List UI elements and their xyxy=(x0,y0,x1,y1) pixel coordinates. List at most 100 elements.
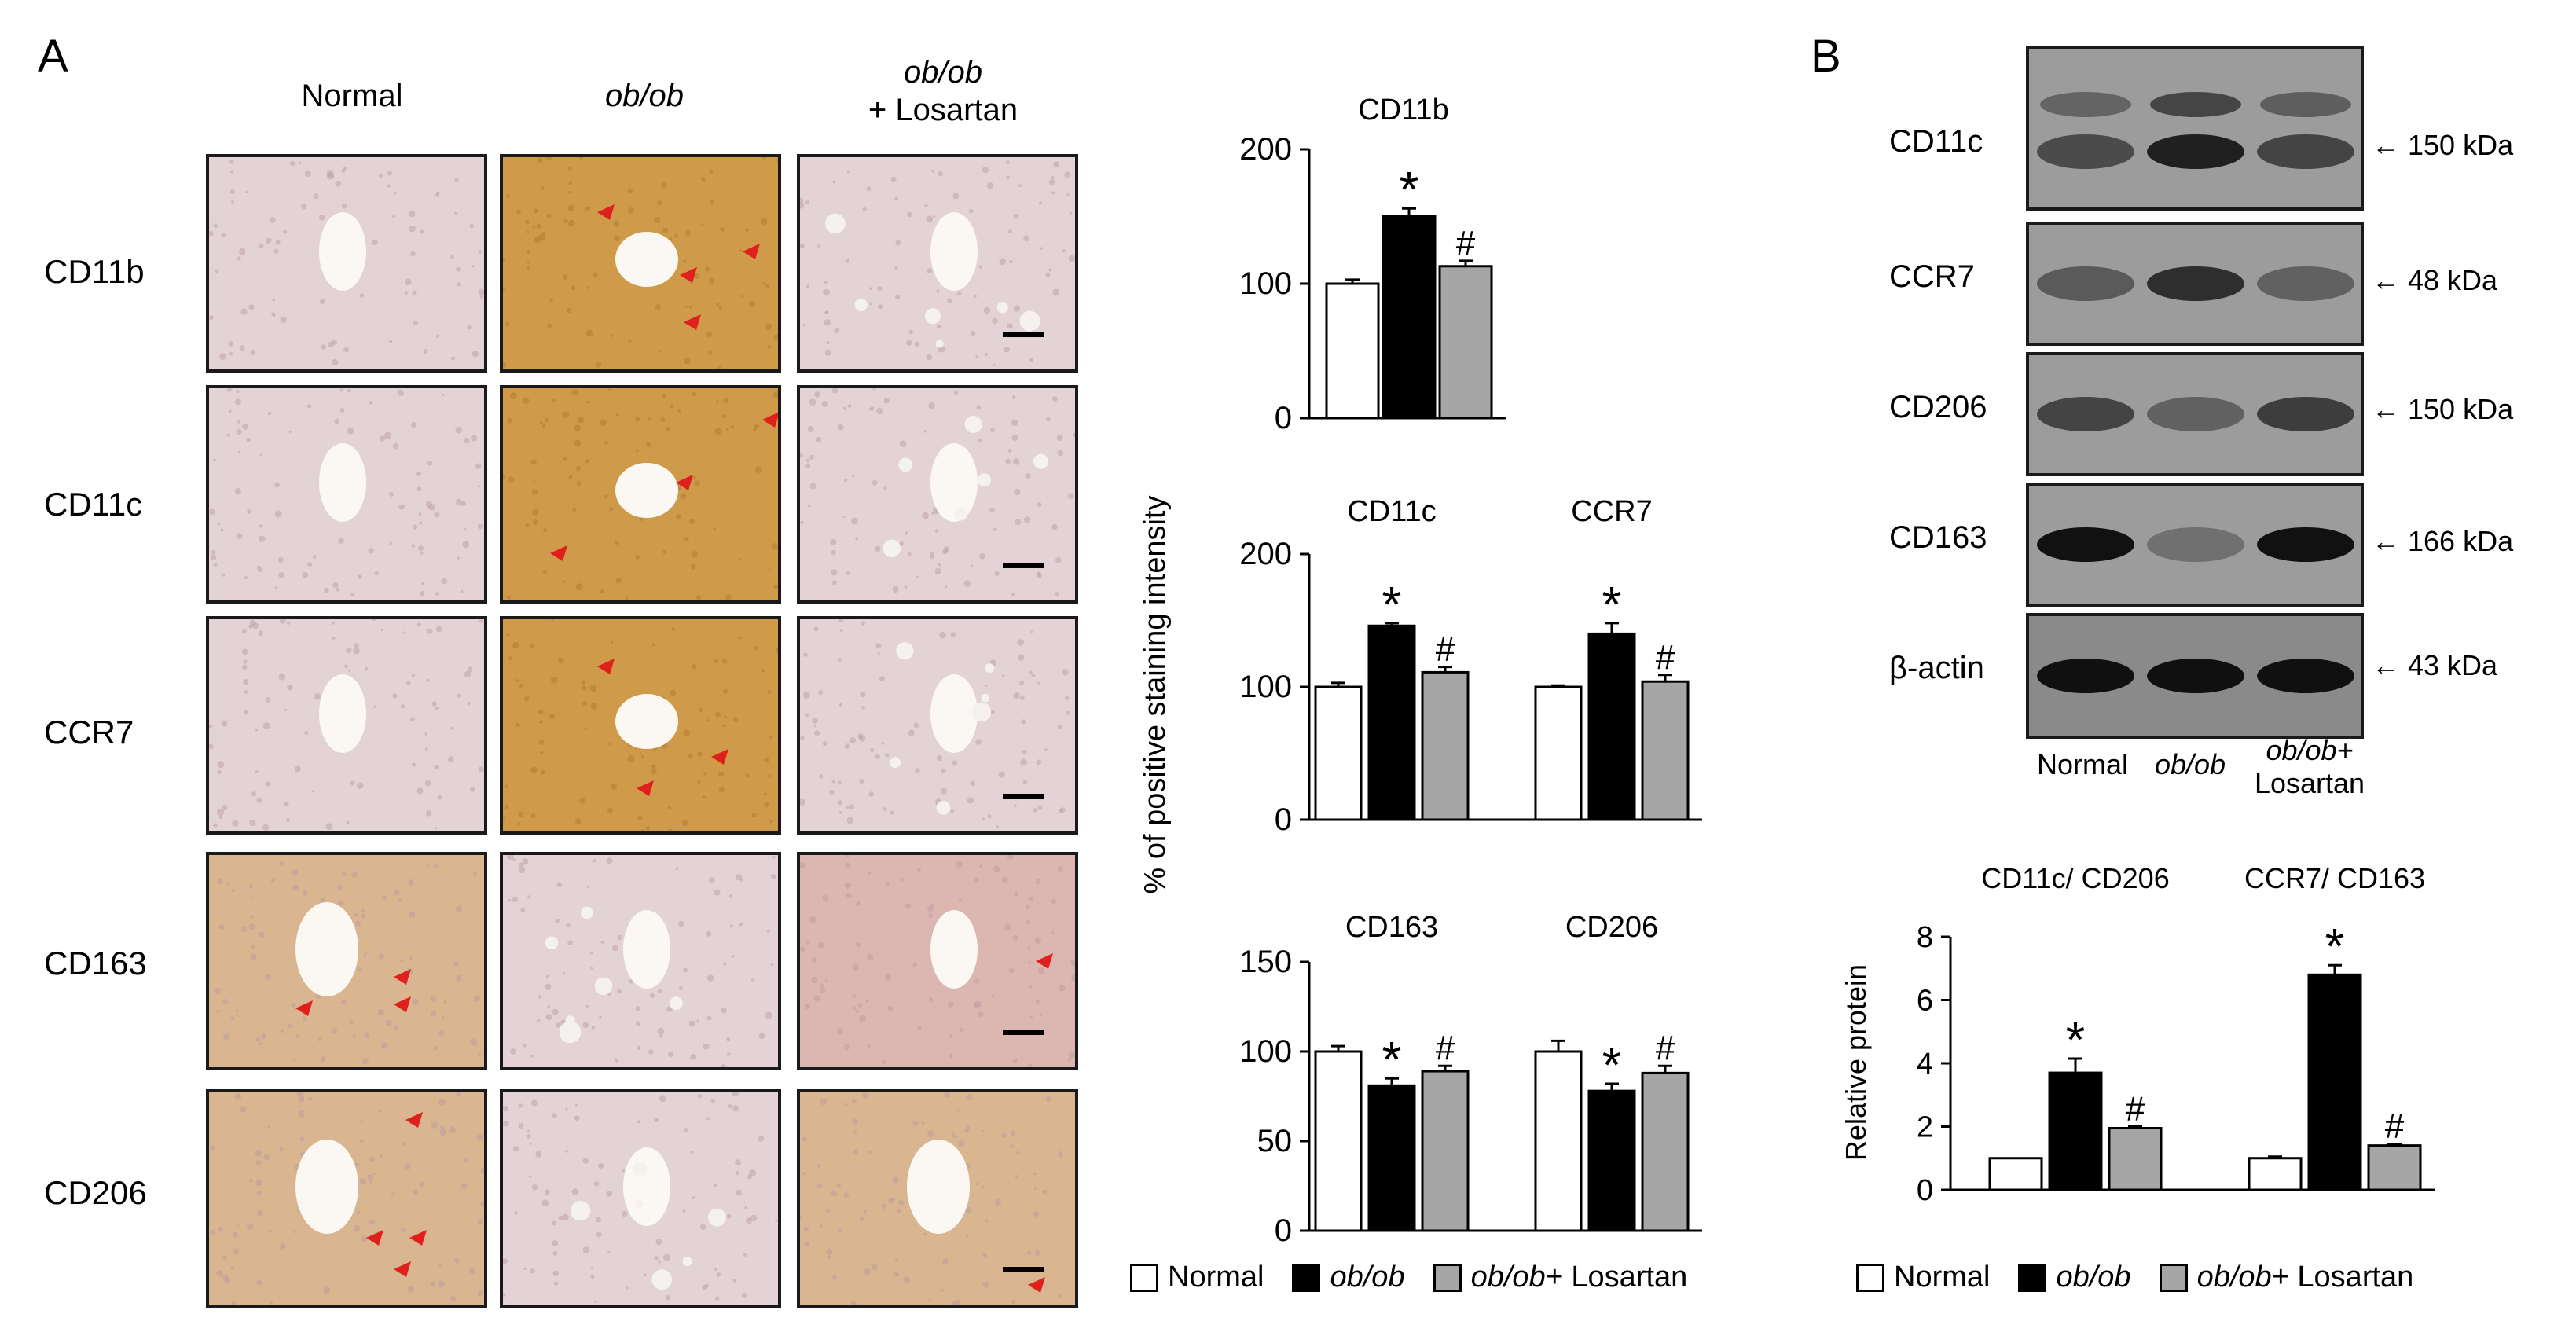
category-label: CCR7 xyxy=(1571,495,1652,528)
blot-band xyxy=(2147,266,2244,301)
bar-losartan xyxy=(2367,1144,2422,1191)
bar-losartan xyxy=(1438,265,1493,420)
vessel-lumen xyxy=(295,1140,358,1234)
left-arrow-icon: ← xyxy=(2372,129,2400,161)
significance-hash: # xyxy=(1456,224,1476,262)
vessel-lumen xyxy=(615,232,678,287)
kda-label: 166 kDa xyxy=(2408,525,2514,557)
red-arrow-icon xyxy=(295,1000,313,1016)
significance-hash: # xyxy=(1656,638,1675,677)
legend-label-suffix: Losartan xyxy=(2288,1261,2414,1294)
significance-star: * xyxy=(2066,1011,2086,1068)
kda-marker: ← 43 kDa xyxy=(2372,649,2497,682)
scale-bar xyxy=(1003,1030,1044,1035)
significance-hash: # xyxy=(1436,1029,1455,1067)
blot-band xyxy=(2257,397,2354,431)
bar-losartan xyxy=(2108,1127,2163,1191)
blot-band xyxy=(2147,659,2244,693)
kda-label: 43 kDa xyxy=(2408,649,2498,681)
red-arrow-icon xyxy=(676,475,693,490)
bar-normal xyxy=(1314,685,1363,821)
blot-band xyxy=(2150,92,2241,117)
blot-band xyxy=(2147,134,2244,169)
y-tick-label: 50 xyxy=(1257,1124,1293,1158)
left-arrow-icon: ← xyxy=(2372,649,2400,681)
blot-band xyxy=(2257,266,2354,301)
red-arrow-icon xyxy=(597,204,615,220)
y-tick-label: 100 xyxy=(1239,1034,1292,1069)
legend-label: Normal xyxy=(1168,1261,1264,1294)
red-arrow-icon xyxy=(743,244,760,259)
legend-label: ob/ob xyxy=(1330,1261,1405,1294)
vessel-lumen xyxy=(930,674,978,753)
kda-marker: ← 48 kDa xyxy=(2372,264,2497,297)
significance-star: * xyxy=(1602,1037,1622,1093)
bar-losartan xyxy=(1421,1070,1470,1232)
blot-band xyxy=(2257,527,2354,562)
panel-a-letter: A xyxy=(38,31,68,82)
blot-strip xyxy=(2026,613,2364,739)
lane-label-line2: Losartan xyxy=(2254,767,2365,799)
row-label-cd206: CD206 xyxy=(44,1174,147,1211)
legend-item-obob: ob/ob xyxy=(2018,1261,2131,1294)
legend-item-normal: Normal xyxy=(1856,1261,1990,1294)
red-arrow-icon xyxy=(405,1112,423,1128)
bar-obob xyxy=(1367,1084,1416,1232)
y-tick-label: 0 xyxy=(1275,1213,1292,1248)
y-tick-label: 4 xyxy=(1917,1048,1933,1081)
micrograph-cd206-normal xyxy=(206,1089,487,1308)
red-arrow-icon xyxy=(684,314,701,330)
red-arrow-icon xyxy=(597,659,615,674)
micrograph-cd11c-obob xyxy=(500,385,781,604)
micrograph-ccr7-obob xyxy=(500,616,781,835)
significance-star: * xyxy=(1602,576,1622,633)
red-arrow-icon xyxy=(366,1230,383,1246)
micrograph-cd11c-normal xyxy=(206,385,487,604)
significance-star: * xyxy=(2325,918,2345,974)
micrograph-cd11b-losartan xyxy=(797,154,1078,373)
y-tick-label: 2 xyxy=(1917,1111,1933,1144)
kda-label: 150 kDa xyxy=(2408,129,2514,161)
row-label-ccr7: CCR7 xyxy=(44,714,134,751)
blot-band xyxy=(2037,397,2134,431)
blot-band xyxy=(2257,659,2354,693)
scale-bar xyxy=(1003,563,1044,568)
legend-item-losartan: ob/ob+ Losartan xyxy=(1433,1261,1688,1294)
y-tick-label: 8 xyxy=(1917,921,1933,954)
legend-label: ob/ob+ xyxy=(1470,1261,1563,1294)
y-axis-label: Relative protein xyxy=(1840,964,1872,1161)
blot-strip xyxy=(2026,46,2364,211)
micrograph-cd11c-losartan xyxy=(797,385,1078,604)
bar-normal xyxy=(1534,685,1583,821)
blot-band xyxy=(2257,134,2354,169)
blot-label: β-actin xyxy=(1889,651,1984,685)
micrograph-cd163-obob xyxy=(500,852,781,1070)
vessel-lumen xyxy=(319,674,366,753)
legend-label: ob/ob xyxy=(2056,1261,2131,1294)
blot-band xyxy=(2147,397,2244,431)
blot-band xyxy=(2037,266,2134,301)
left-arrow-icon: ← xyxy=(2372,264,2400,296)
legend-a: Normal ob/ob ob/ob+ Losartan xyxy=(1130,1261,1687,1294)
legend-b: Normal ob/ob ob/ob+ Losartan xyxy=(1856,1261,2413,1294)
lane-label-normal: Normal xyxy=(2036,748,2128,780)
vessel-lumen xyxy=(930,910,978,989)
vessel-lumen xyxy=(623,1147,670,1226)
legend-label-suffix: Losartan xyxy=(1562,1261,1688,1294)
column-header-text: Normal xyxy=(301,79,403,113)
bar-losartan xyxy=(1641,1071,1690,1232)
chart-title: CD11b xyxy=(1358,94,1448,127)
left-arrow-icon: ← xyxy=(2372,525,2400,557)
legend-swatch-obob xyxy=(1292,1263,1321,1292)
vessel-lumen xyxy=(295,902,358,996)
bar-obob xyxy=(1587,1089,1636,1232)
bar-obob xyxy=(1367,624,1416,821)
column-header-normal: Normal xyxy=(211,77,494,115)
legend-label: Normal xyxy=(1894,1261,1991,1294)
red-arrow-icon xyxy=(1036,953,1053,969)
column-header-losartan: ob/ob + Losartan xyxy=(802,53,1084,129)
column-header-italic: ob/ob xyxy=(604,79,684,113)
micrograph-cd206-losartan xyxy=(797,1089,1078,1308)
row-label-cd163: CD163 xyxy=(44,945,147,982)
blot-band xyxy=(2260,92,2351,117)
